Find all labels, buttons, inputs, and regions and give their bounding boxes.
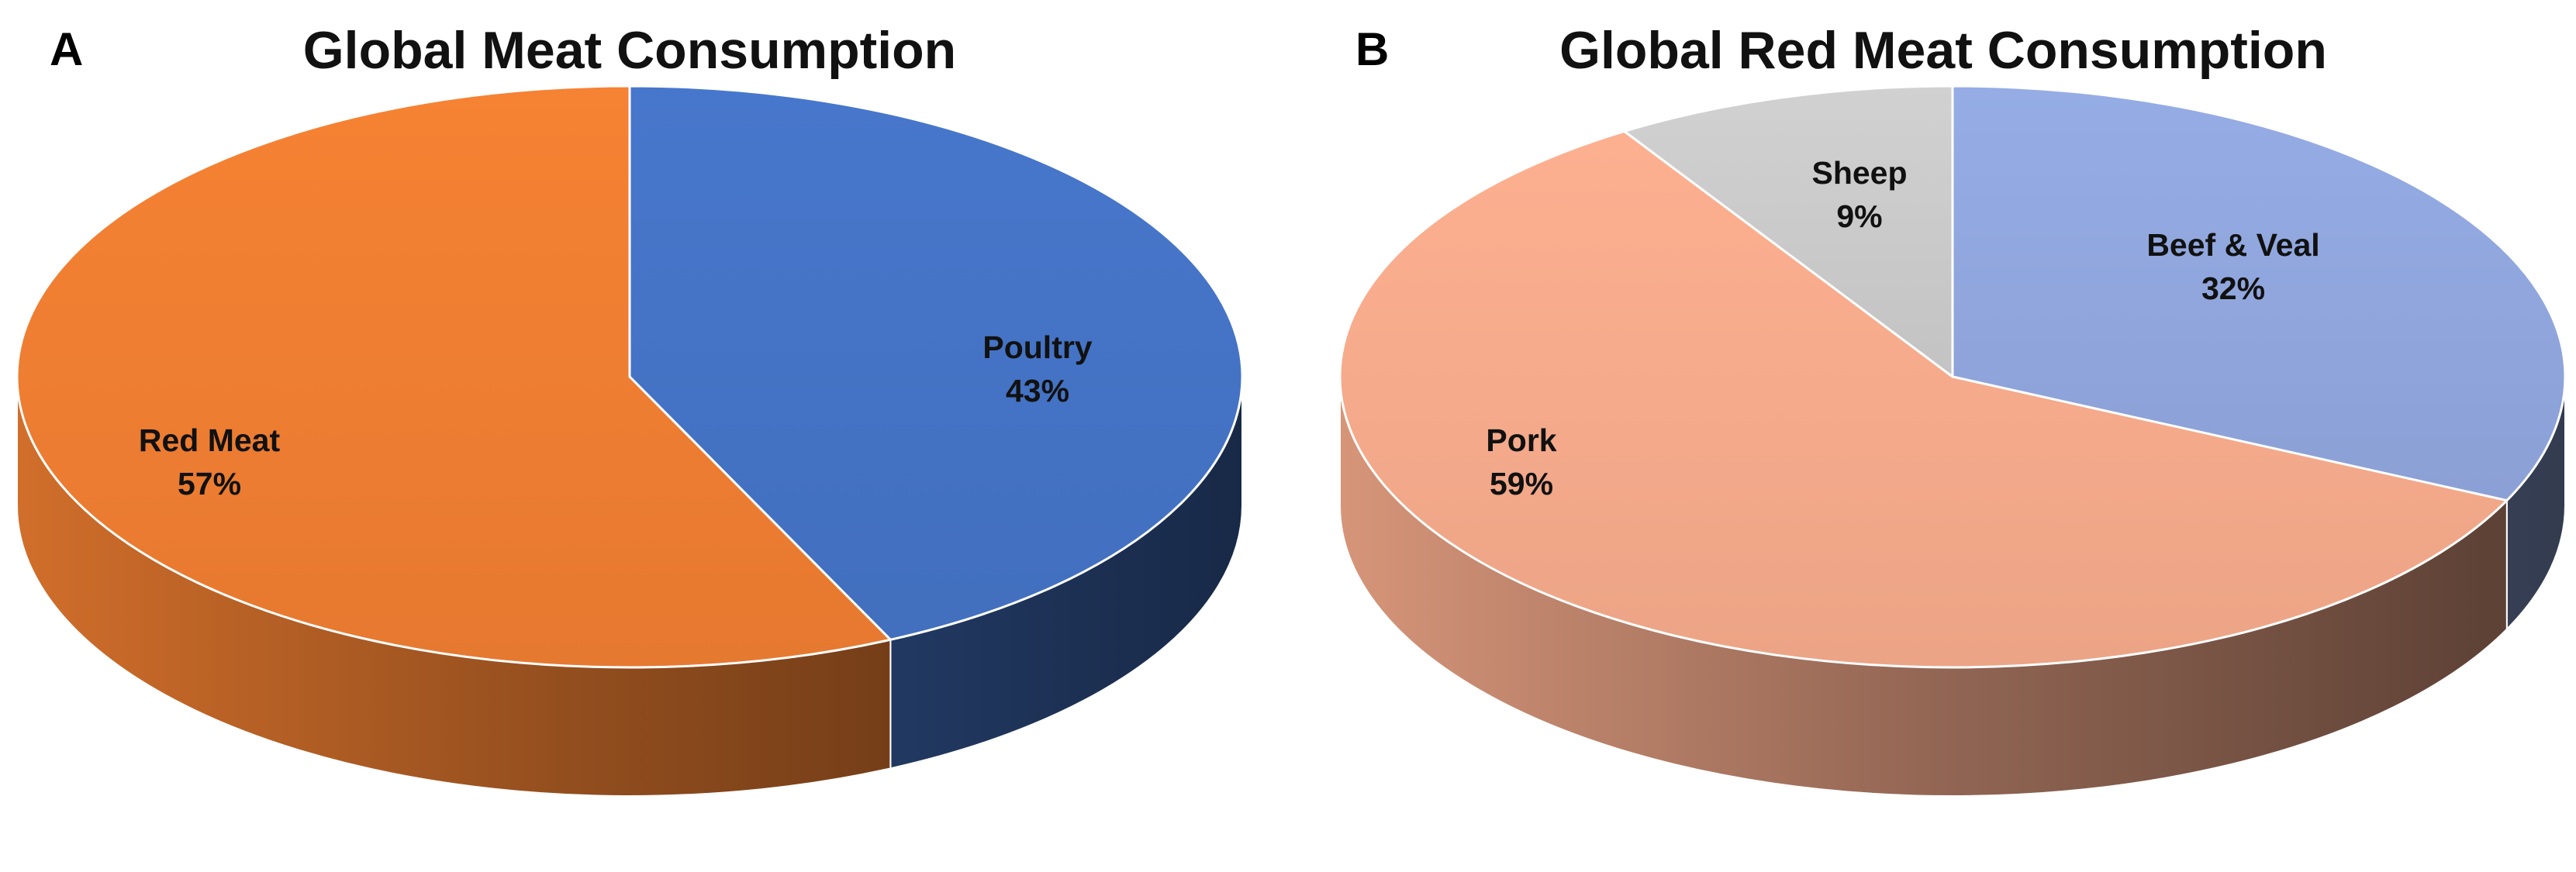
data-label-value-poultry: 43% [1006, 373, 1069, 408]
pie-slice-pork [1338, 129, 2509, 669]
pie-slice-poultry [628, 84, 1244, 641]
data-label-value-red-meat: 57% [178, 466, 241, 501]
data-label-sheep: Sheep [1811, 155, 1907, 191]
chart-title-a: Global Meat Consumption [303, 21, 956, 80]
pie-chart-a: A Global Meat Consumption Poultry 43% Red … [16, 21, 1244, 797]
pie-chart-b: B Global Red Meat Consumption Beef & Vea… [1338, 21, 2567, 797]
data-label-value-beef-veal: 32% [2201, 271, 2265, 306]
panel-letter-a: A [50, 23, 83, 75]
data-label-poultry: Poultry [982, 329, 1092, 365]
data-label-beef-veal: Beef & Veal [2146, 227, 2319, 263]
pie-slice-sheep [1623, 84, 1954, 378]
pie-slice-beef-veal [1951, 84, 2567, 502]
panel-letter-b: B [1355, 23, 1389, 75]
data-label-value-sheep: 9% [1836, 198, 1882, 234]
data-label-pork: Pork [1486, 422, 1556, 458]
data-label-value-pork: 59% [1490, 466, 1553, 501]
data-label-red-meat: Red Meat [139, 422, 281, 458]
chart-title-b: Global Red Meat Consumption [1559, 21, 2327, 80]
pie-slice-red-meat [16, 84, 892, 669]
